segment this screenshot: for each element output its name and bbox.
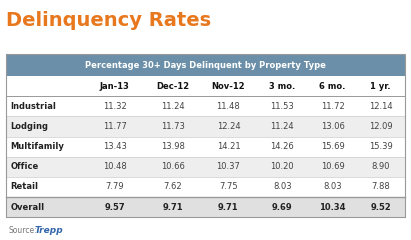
Text: 12.09: 12.09 [369, 122, 393, 131]
Text: 10.66: 10.66 [161, 162, 185, 171]
Text: 9.52: 9.52 [370, 203, 391, 212]
Text: 10.69: 10.69 [321, 162, 344, 171]
Text: 7.79: 7.79 [106, 182, 124, 192]
Text: Nov-12: Nov-12 [212, 82, 245, 91]
Text: 11.24: 11.24 [270, 122, 294, 131]
Text: 10.34: 10.34 [319, 203, 346, 212]
Text: Office: Office [10, 162, 39, 171]
Text: 9.71: 9.71 [218, 203, 239, 212]
Text: 13.43: 13.43 [103, 142, 127, 151]
Text: 7.75: 7.75 [219, 182, 238, 192]
Text: 3 mo.: 3 mo. [269, 82, 296, 91]
Text: 12.24: 12.24 [217, 122, 240, 131]
Text: 7.62: 7.62 [163, 182, 182, 192]
Text: Trepp: Trepp [35, 226, 64, 235]
Text: 8.90: 8.90 [371, 162, 390, 171]
Text: 1 yr.: 1 yr. [370, 82, 391, 91]
Text: 11.72: 11.72 [321, 102, 344, 111]
Text: 7.88: 7.88 [371, 182, 390, 192]
Text: 9.57: 9.57 [104, 203, 125, 212]
Text: 8.03: 8.03 [273, 182, 291, 192]
Text: Delinquency Rates: Delinquency Rates [6, 11, 211, 30]
Text: 15.39: 15.39 [369, 142, 393, 151]
Text: 14.21: 14.21 [217, 142, 240, 151]
Text: Jan-13: Jan-13 [100, 82, 130, 91]
Text: Retail: Retail [10, 182, 38, 192]
Text: 10.20: 10.20 [270, 162, 294, 171]
Text: 13.06: 13.06 [321, 122, 344, 131]
Text: 6 mo.: 6 mo. [319, 82, 346, 91]
Text: Dec-12: Dec-12 [156, 82, 189, 91]
Text: 9.71: 9.71 [162, 203, 183, 212]
Text: 11.77: 11.77 [103, 122, 127, 131]
Text: Multifamily: Multifamily [10, 142, 64, 151]
Text: 11.53: 11.53 [270, 102, 294, 111]
Text: 11.24: 11.24 [161, 102, 185, 111]
Text: 11.73: 11.73 [161, 122, 185, 131]
Text: 15.69: 15.69 [321, 142, 344, 151]
Text: 12.14: 12.14 [369, 102, 393, 111]
Text: Lodging: Lodging [10, 122, 48, 131]
Text: Industrial: Industrial [10, 102, 56, 111]
Text: Percentage 30+ Days Delinquent by Property Type: Percentage 30+ Days Delinquent by Proper… [85, 60, 326, 70]
Text: Overall: Overall [10, 203, 44, 212]
Text: 11.32: 11.32 [103, 102, 127, 111]
Text: 10.48: 10.48 [103, 162, 127, 171]
Text: 9.69: 9.69 [272, 203, 293, 212]
Text: 10.37: 10.37 [217, 162, 240, 171]
Text: 11.48: 11.48 [217, 102, 240, 111]
Text: 8.03: 8.03 [323, 182, 342, 192]
Text: 13.98: 13.98 [161, 142, 185, 151]
Text: Source:: Source: [8, 226, 37, 235]
Text: 14.26: 14.26 [270, 142, 294, 151]
